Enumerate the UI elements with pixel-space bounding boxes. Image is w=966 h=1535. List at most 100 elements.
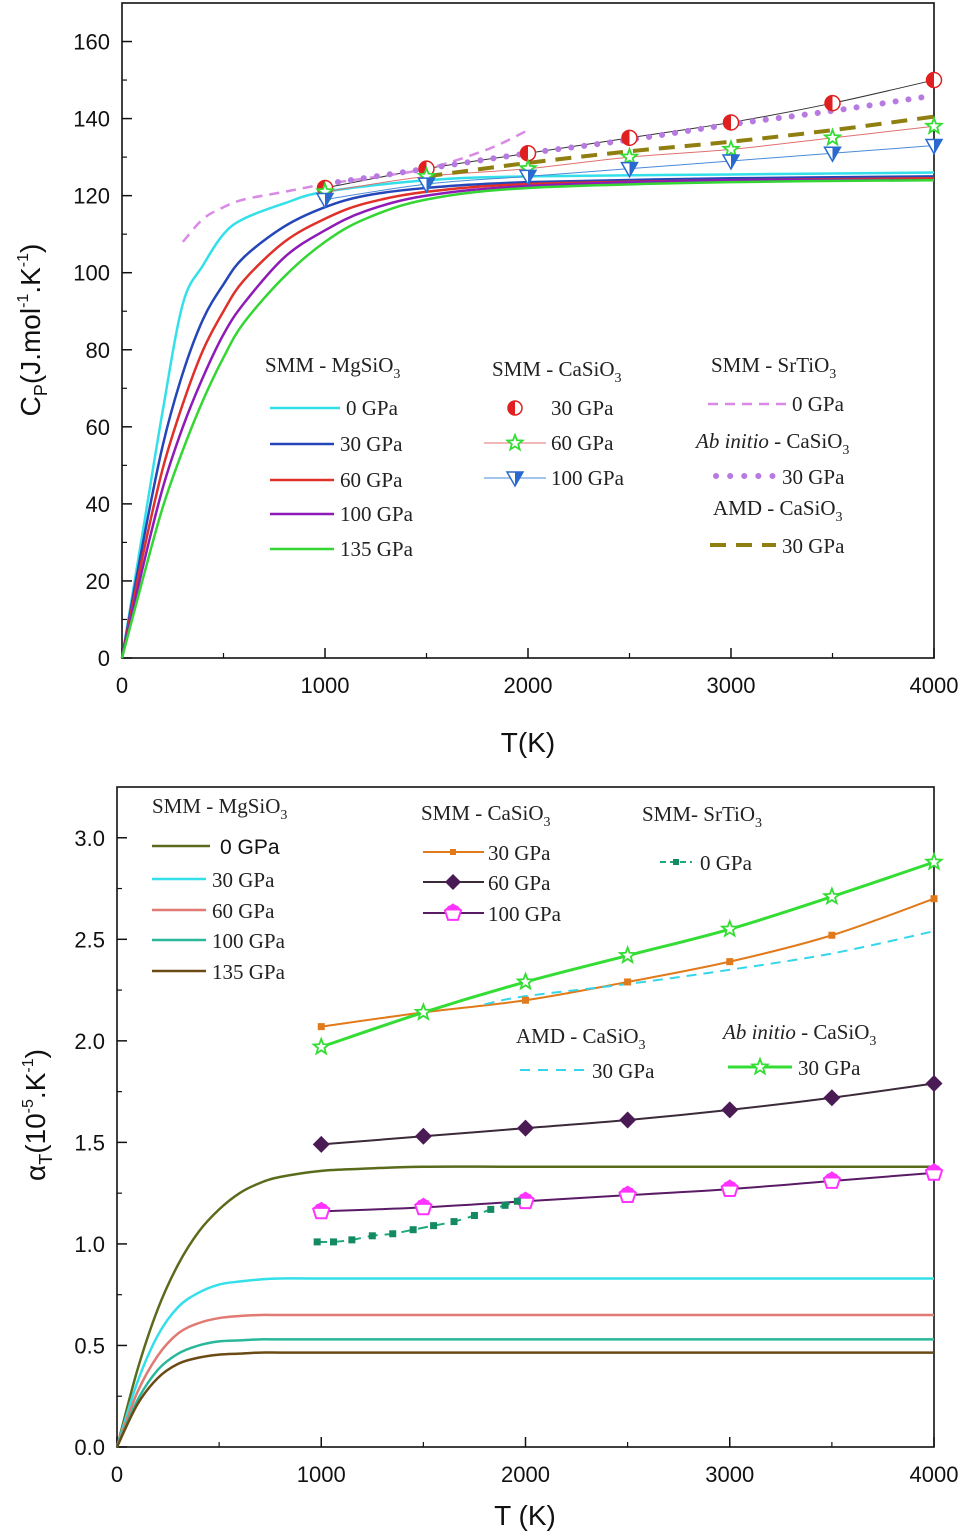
cp-legend-label: 100 GPa: [551, 466, 625, 490]
data-point: [821, 886, 842, 906]
data-point: [414, 1127, 432, 1145]
series-line-smm-mgsio3-60-gpa: [120, 177, 935, 659]
y-tick-label: 120: [73, 184, 110, 209]
data-point: [823, 146, 842, 163]
y-tick-label: 140: [73, 107, 110, 132]
x-tick-label: 2000: [504, 673, 553, 698]
data-point: [470, 1211, 478, 1219]
data-point: [923, 115, 945, 135]
data-point: [617, 945, 638, 965]
x-tick-label: 0: [111, 1462, 123, 1487]
data-point: [925, 71, 943, 89]
data-point: [924, 1163, 944, 1181]
star-marker: [504, 432, 526, 452]
cp-legend-mgsio3: SMM - MgSiO3 0 GPa 30 GPa 60 GPa 100 GPa…: [265, 353, 414, 561]
data-point: [409, 1226, 417, 1234]
data-point: [822, 1171, 842, 1189]
data-point: [413, 1001, 434, 1021]
alpha-y-axis-title: αT(10-5.K-1): [20, 1049, 56, 1181]
cp-legend-title-srtio3: SMM - SrTiO3: [711, 353, 836, 382]
y-tick-label: 3.0: [74, 826, 105, 851]
alpha-legend-mgsio3: SMM - MgSiO3 0 GPa 30 GPa 60 GPa 100 GPa…: [152, 794, 287, 984]
y-tick-label: 1.5: [74, 1130, 105, 1155]
data-point: [719, 918, 740, 938]
data-point: [924, 138, 944, 156]
data-point: [311, 1201, 331, 1220]
cp-legend-label: 30 GPa: [782, 465, 845, 489]
data-point: [330, 1238, 338, 1246]
alpha-legend-label: 30 GPa: [798, 1056, 861, 1080]
data-point: [368, 1232, 376, 1240]
data-point: [749, 1056, 771, 1076]
data-point: [621, 129, 638, 147]
data-point: [501, 1201, 509, 1209]
x-tick-label: 4000: [910, 673, 959, 698]
cp-legend-label: 100 GPa: [340, 502, 414, 526]
series-line-smm-mgsio3-135-gpa: [115, 1351, 934, 1448]
alpha-legend-label: 100 GPa: [212, 929, 286, 953]
y-tick-label: 0.0: [74, 1435, 105, 1460]
cp-legend-label: 0 GPa: [346, 396, 399, 420]
x-tick-label: 0: [116, 673, 128, 698]
data-point: [522, 996, 529, 1004]
alpha-legend-label: 30 GPa: [212, 868, 275, 892]
data-point: [722, 114, 740, 131]
cp-legend-label: 0 GPa: [792, 392, 845, 416]
data-point: [312, 1135, 330, 1153]
data-point: [450, 1218, 458, 1226]
y-tick-label: 80: [86, 338, 110, 363]
data-point: [517, 1119, 534, 1137]
alpha-marker-layer: [311, 851, 945, 1246]
alpha-legend-title-abinitio: Ab initio - CaSiO3: [721, 1020, 876, 1049]
cp-axis-ticks: 0 1000 2000 3000 4000 0 20 40 60 80 100 120 140 160: [73, 30, 958, 698]
data-point: [504, 432, 526, 452]
data-point: [317, 1023, 325, 1031]
data-point: [923, 851, 945, 871]
data-point: [624, 978, 632, 986]
x-tick-label: 3000: [705, 1462, 754, 1487]
data-point: [619, 1111, 637, 1129]
y-tick-label: 60: [86, 415, 110, 440]
series-line-smm-mgsio3-30-gpa: [115, 1277, 934, 1448]
data-point: [822, 127, 843, 147]
y-tick-label: 40: [86, 492, 110, 517]
data-point: [389, 1230, 397, 1238]
cp-legend-title-mgsio3: SMM - MgSiO3: [265, 353, 400, 382]
series-line-smm-mgsio3-30-gpa: [120, 175, 935, 659]
series-line-amd-casio3-30-gpa: [426, 114, 935, 179]
series-line-smm-mgsio3-100-gpa: [115, 1338, 934, 1448]
y-tick-label: 2.5: [74, 927, 105, 952]
data-point: [726, 958, 734, 966]
cp-legend-title-casio3: SMM - CaSiO3: [492, 357, 622, 386]
data-point: [618, 1185, 637, 1204]
data-point: [311, 1036, 332, 1056]
alpha-legend-srtio3: SMM- SrTiO3 0 GPa: [642, 802, 762, 875]
data-point: [519, 145, 537, 162]
alpha-legend-label: 100 GPa: [488, 902, 562, 926]
y-tick-label: 20: [86, 569, 110, 594]
alpha-legend-abinitio: Ab initio - CaSiO3 30 GPa: [721, 1020, 876, 1080]
y-tick-label: 0.5: [74, 1333, 105, 1358]
data-point: [348, 1236, 356, 1244]
y-tick-label: 1.0: [74, 1232, 105, 1257]
data-point: [417, 177, 436, 194]
data-point: [925, 1074, 943, 1092]
series-line-smm-mgsio3-100-gpa: [120, 178, 935, 659]
data-point: [620, 161, 639, 179]
data-point: [518, 169, 538, 186]
y-tick-label: 160: [73, 30, 110, 55]
cp-chart: 0 1000 2000 3000 4000 0 20 40 60 80 100 120 140 160 T…: [15, 2, 958, 758]
data-point: [720, 1179, 740, 1197]
alpha-legend-title-srtio3: SMM- SrTiO3: [642, 802, 762, 831]
cp-x-axis-title: T(K): [501, 727, 555, 758]
data-point: [505, 471, 525, 488]
alpha-legend-title-casio3: SMM - CaSiO3: [421, 801, 551, 830]
series-line-smm-mgsio3-0-gpa: [115, 1165, 934, 1448]
alpha-legend-label: 60 GPa: [212, 899, 275, 923]
data-point: [721, 154, 741, 171]
data-point: [313, 1238, 321, 1246]
data-point: [930, 895, 938, 903]
data-point: [720, 138, 742, 158]
alpha-legend-label: 0 GPa: [220, 836, 280, 859]
alpha-axis-ticks: 0 1000 2000 3000 4000 0.0 0.5 1.0 1.5 2.0 2.5 3.0: [74, 826, 958, 1487]
